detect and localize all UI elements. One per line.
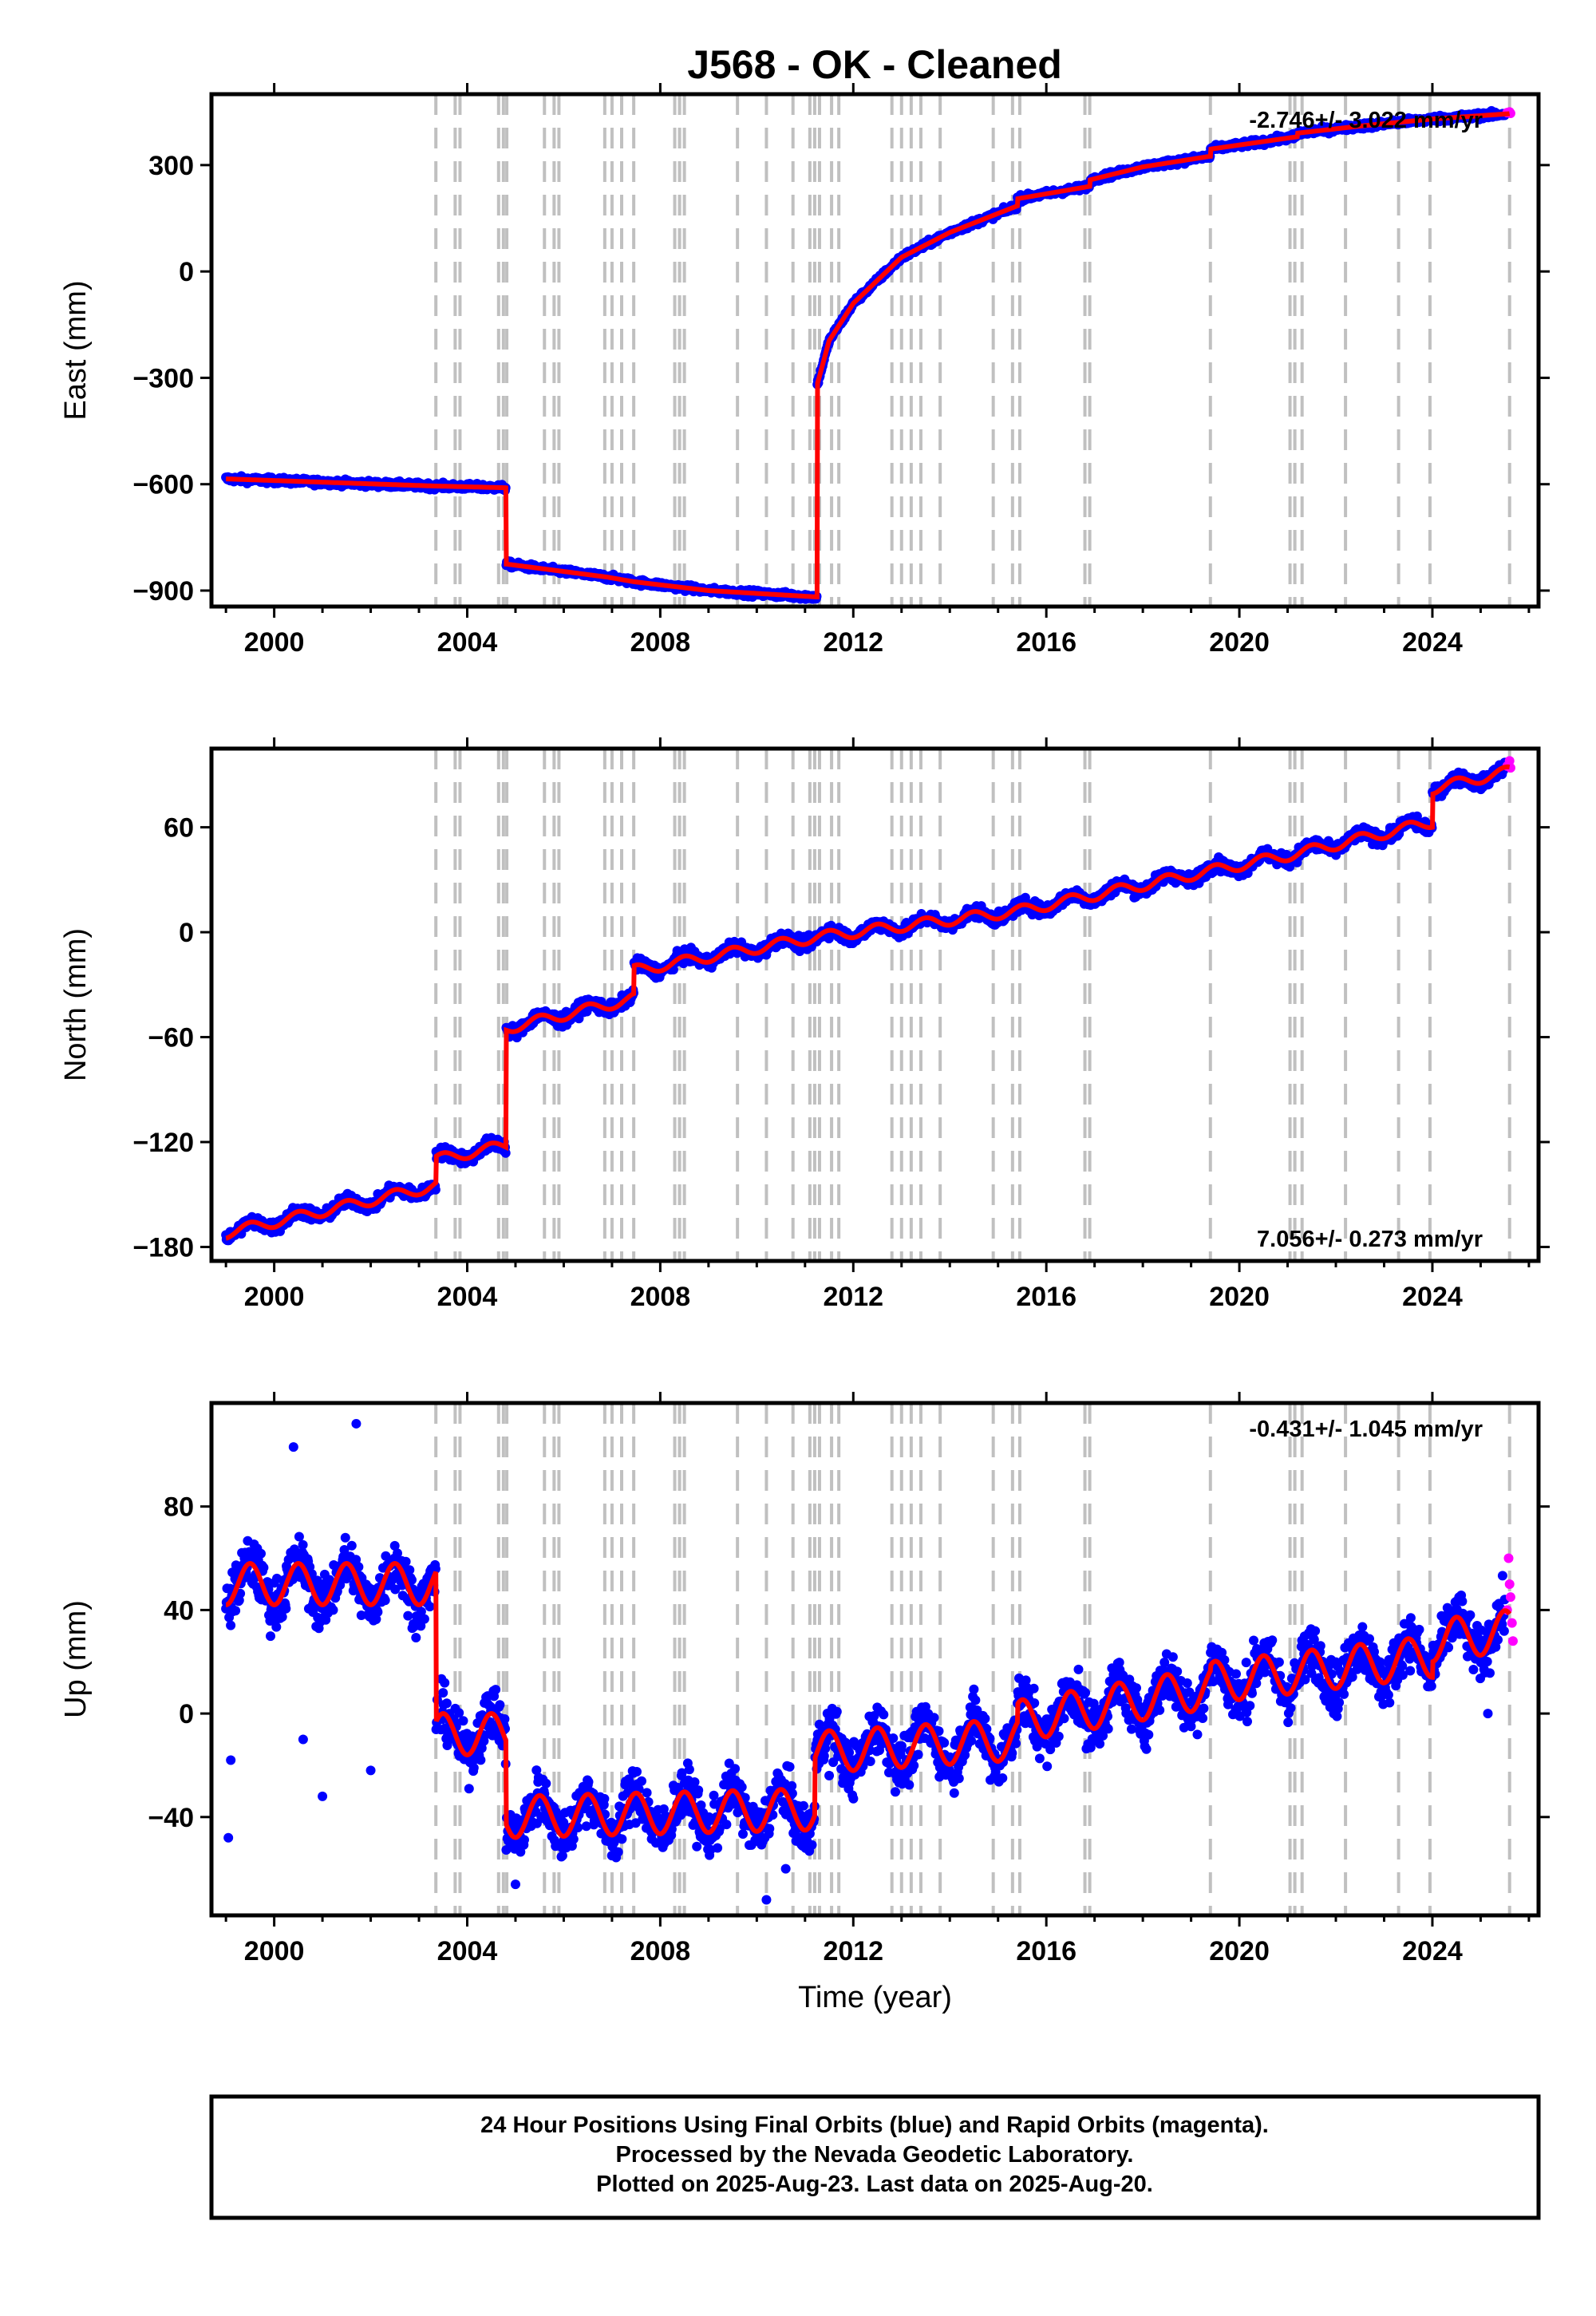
x-tick-label: 2024	[1402, 1282, 1463, 1312]
plot-frame	[209, 92, 1541, 609]
x-tick-label: 2008	[630, 627, 691, 658]
x-tick-label: 2004	[437, 1282, 498, 1312]
x-tick-label: 2012	[823, 1282, 883, 1312]
rate-label: -2.746+/- 3.022 mm/yr	[1249, 108, 1483, 133]
panel-north: 2000 2004 2008 2012 2016 2020 2024−180−120−600…	[59, 737, 1550, 1312]
x-tick-label: 2000	[244, 627, 305, 658]
x-tick-label: 2016	[1016, 1282, 1077, 1312]
x-tick-label: 2008	[630, 1282, 691, 1312]
chart-title: J568 - OK - Cleaned	[687, 42, 1062, 87]
x-tick-label: 2020	[1209, 627, 1270, 658]
x-tick-label: 2016	[1016, 627, 1077, 658]
panel-east: 2000 2004 2008 2012 2016 2020 2024 −900 −600 −300…	[59, 83, 1550, 658]
x-tick-label: 2012	[823, 627, 883, 658]
x-tick-label: 2024	[1402, 627, 1463, 658]
east-final-points	[221, 105, 1510, 604]
y-tick-label: 300	[148, 151, 194, 181]
y-tick-label: 0	[179, 257, 194, 287]
panels: 2000 2004 2008 2012 2016 2020 2024 −900 −600 −300…	[59, 83, 1550, 2014]
y-tick-label: −300	[132, 363, 194, 393]
y-tick-label: −600	[132, 470, 194, 500]
east-model-line	[226, 111, 1511, 599]
y-axis-label: East (mm)	[59, 280, 93, 420]
y-tick-label: −900	[132, 576, 194, 607]
x-tick-label: 2000	[244, 1282, 305, 1312]
north-final-points	[221, 757, 1510, 1246]
x-tick-label: 2020	[1209, 1282, 1270, 1312]
x-tick-label: 2004	[437, 627, 498, 658]
